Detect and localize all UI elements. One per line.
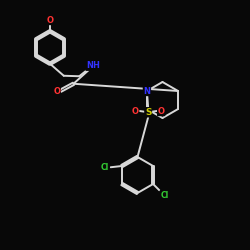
Text: S: S: [145, 108, 152, 117]
Text: O: O: [132, 106, 139, 116]
Text: O: O: [53, 87, 60, 96]
Text: NH: NH: [86, 61, 100, 70]
Text: N: N: [144, 86, 150, 96]
Text: O: O: [158, 106, 165, 116]
Text: Cl: Cl: [101, 163, 109, 172]
Text: Cl: Cl: [160, 191, 168, 200]
Text: O: O: [46, 16, 54, 24]
